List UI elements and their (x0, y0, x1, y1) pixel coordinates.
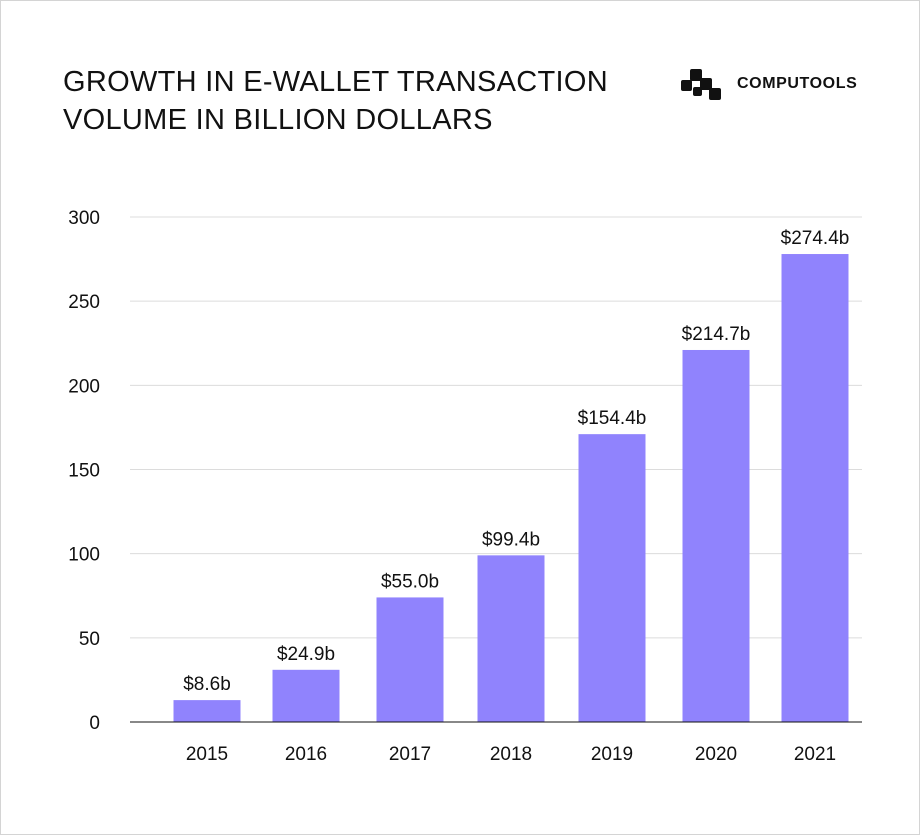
x-tick-label: 2021 (794, 744, 836, 765)
chart-title-line-1: GROWTH IN E-WALLET TRANSACTION (63, 66, 609, 98)
bar-2016 (272, 669, 340, 722)
y-tick-label: 50 (79, 629, 100, 650)
chart-title-line-2: VOLUME IN BILLION DOLLARS (63, 104, 493, 136)
y-tick-label: 100 (68, 545, 100, 566)
bar-value-labels: $8.6b $24.9b $55.0b $99.4b $154.4b $214.7b $27… (183, 228, 849, 695)
bar-value-label: $274.4b (781, 228, 850, 249)
x-tick-label: 2018 (490, 744, 532, 765)
y-tick-label: 200 (68, 376, 100, 397)
chart-title: GROWTH IN E-WALLET TRANSACTION VOLUME IN… (63, 63, 663, 139)
bar-value-label: $55.0b (381, 571, 439, 592)
bar-value-label: $214.7b (682, 324, 751, 345)
brand-logo: COMPUTOOLS (681, 64, 857, 104)
bars (173, 254, 849, 723)
x-tick-label: 2019 (591, 744, 633, 765)
brand-name: COMPUTOOLS (737, 75, 858, 92)
x-axis-tick-labels: 2015 2016 2017 2018 2019 2020 2021 (186, 744, 836, 765)
bar-2021 (781, 254, 849, 723)
bar-2020 (682, 349, 750, 722)
y-tick-label: 300 (68, 208, 100, 229)
y-tick-label: 150 (68, 461, 100, 482)
bar-value-label: $24.9b (277, 644, 335, 665)
computools-logo-icon (681, 69, 721, 100)
bar-2019 (578, 434, 646, 722)
x-tick-label: 2015 (186, 744, 228, 765)
x-tick-label: 2020 (695, 744, 737, 765)
bar-2018 (477, 555, 545, 722)
bar-2015 (173, 700, 241, 722)
bar-value-label: $99.4b (482, 529, 540, 550)
y-axis-tick-labels: 0 50 100 150 200 250 300 (68, 208, 100, 734)
bar-value-label: $154.4b (578, 408, 647, 429)
y-tick-label: 250 (68, 292, 100, 313)
x-tick-label: 2016 (285, 744, 327, 765)
x-tick-label: 2017 (389, 744, 431, 765)
bar-2017 (376, 597, 444, 722)
y-tick-label: 0 (89, 713, 100, 734)
bar-value-label: $8.6b (183, 674, 231, 695)
